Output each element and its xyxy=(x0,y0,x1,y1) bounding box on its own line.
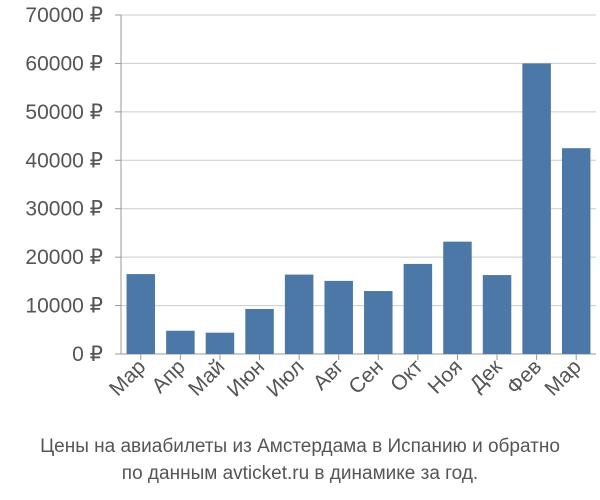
x-tick-label: Июн xyxy=(223,355,269,401)
axes xyxy=(115,14,596,360)
y-tick-label: 20000 ₽ xyxy=(25,246,103,269)
bar xyxy=(403,263,433,354)
x-tick-label: Сен xyxy=(344,355,387,398)
chart-caption-line-2: по данным avticket.ru в динамике за год. xyxy=(121,463,479,484)
y-tick-label: 40000 ₽ xyxy=(25,149,103,172)
y-tick-labels: 0 ₽ 10000 ₽ 20000 ₽ 30000 ₽ 40000 ₽ 50000 ₽ 60… xyxy=(25,4,103,366)
x-tick-label: Окт xyxy=(386,355,428,397)
x-tick-label: Авг xyxy=(309,355,349,395)
y-tick-label: 50000 ₽ xyxy=(25,101,103,124)
bars xyxy=(126,63,591,355)
x-tick-label: Фев xyxy=(502,355,546,399)
bar xyxy=(205,332,235,354)
x-tick-label: Ноя xyxy=(424,355,467,398)
x-tick-label: Мар xyxy=(105,355,150,400)
x-tick-label: Июл xyxy=(262,355,308,401)
x-tick-label: Май xyxy=(184,355,229,400)
y-tick-label: 0 ₽ xyxy=(72,343,103,366)
bar xyxy=(443,241,472,354)
y-tick-label: 30000 ₽ xyxy=(25,198,103,221)
x-tick-label: Апр xyxy=(147,355,189,397)
bar xyxy=(284,274,314,354)
bar xyxy=(482,275,512,354)
bar xyxy=(126,274,156,354)
y-tick-label: 60000 ₽ xyxy=(25,52,103,75)
x-tick-label: Дек xyxy=(465,355,507,397)
bar xyxy=(324,280,353,354)
y-tick-label: 10000 ₽ xyxy=(25,295,103,318)
bar xyxy=(245,308,274,354)
x-tick-label: Мар xyxy=(540,355,585,400)
bar xyxy=(166,330,195,354)
y-tick-label: 70000 ₽ xyxy=(25,4,103,27)
bar xyxy=(522,63,551,355)
bar xyxy=(364,291,393,354)
chart-caption-line-1: Цены на авиабилеты из Амстердама в Испан… xyxy=(40,436,560,457)
grid-lines xyxy=(121,14,596,355)
bar xyxy=(561,148,591,354)
